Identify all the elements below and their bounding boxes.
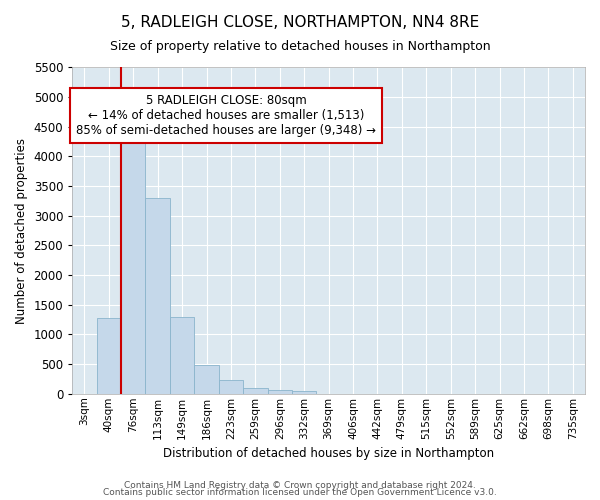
X-axis label: Distribution of detached houses by size in Northampton: Distribution of detached houses by size … [163, 447, 494, 460]
Text: Size of property relative to detached houses in Northampton: Size of property relative to detached ho… [110, 40, 490, 53]
Bar [292, 391, 316, 394]
Text: 5 RADLEIGH CLOSE: 80sqm
← 14% of detached houses are smaller (1,513)
85% of semi: 5 RADLEIGH CLOSE: 80sqm ← 14% of detache… [76, 94, 376, 136]
Bar [97, 318, 121, 394]
Bar [268, 390, 292, 394]
Bar [219, 380, 243, 394]
Bar [243, 388, 268, 394]
Bar [194, 366, 219, 394]
Y-axis label: Number of detached properties: Number of detached properties [15, 138, 28, 324]
Text: 5, RADLEIGH CLOSE, NORTHAMPTON, NN4 8RE: 5, RADLEIGH CLOSE, NORTHAMPTON, NN4 8RE [121, 15, 479, 30]
Bar [145, 198, 170, 394]
Bar [121, 136, 145, 394]
Bar [170, 316, 194, 394]
Text: Contains public sector information licensed under the Open Government Licence v3: Contains public sector information licen… [103, 488, 497, 497]
Text: Contains HM Land Registry data © Crown copyright and database right 2024.: Contains HM Land Registry data © Crown c… [124, 480, 476, 490]
